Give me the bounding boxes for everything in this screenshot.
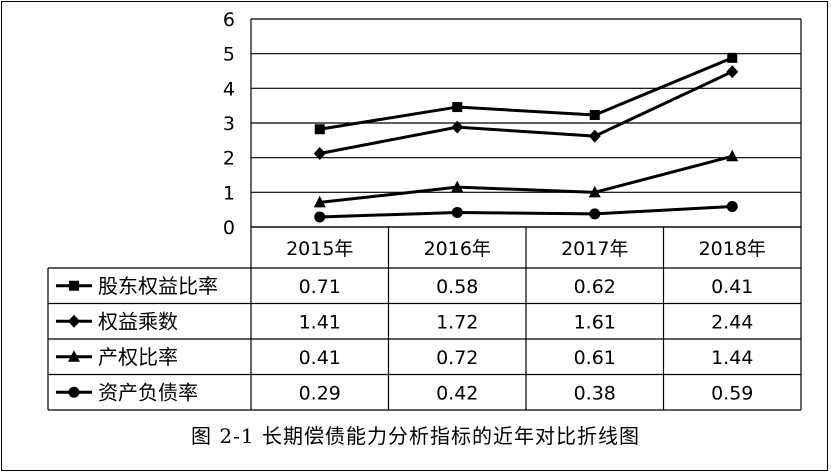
- table-cell-value: 0.72: [436, 347, 478, 369]
- data-point: [726, 149, 739, 162]
- data-point: [314, 124, 325, 135]
- y-tick-label: 0: [223, 217, 235, 239]
- data-point: [314, 211, 326, 223]
- y-tick-label: 5: [223, 44, 235, 66]
- table-cell-value: 1.61: [574, 311, 616, 333]
- data-point: [588, 129, 601, 143]
- data-point: [726, 201, 738, 213]
- data-point: [313, 195, 326, 208]
- series-line: [319, 70, 733, 155]
- table-cell-value: 1.72: [436, 311, 478, 333]
- figure-caption: 图 2-1 长期偿债能力分析指标的近年对比折线图: [191, 424, 640, 448]
- data-point: [588, 185, 601, 198]
- legend-key-marker: [68, 314, 80, 328]
- table-cell-value: 0.42: [436, 382, 478, 404]
- series-line: [319, 154, 733, 204]
- table-cell-value: 1.41: [299, 311, 341, 333]
- x-category-label: 2015年: [286, 238, 353, 260]
- legend-series-name: 资产负债率: [98, 380, 198, 404]
- data-point: [313, 147, 326, 161]
- table-cell-value: 0.41: [299, 347, 341, 369]
- legend-key-marker: [69, 280, 79, 291]
- table-cell-value: 0.62: [574, 276, 616, 298]
- data-point: [451, 206, 463, 218]
- x-category-label: 2017年: [561, 238, 628, 260]
- x-category-label: 2018年: [699, 238, 766, 260]
- data-point: [726, 65, 739, 79]
- data-point: [589, 110, 600, 121]
- table-cell-value: 0.61: [574, 347, 616, 369]
- y-tick-label: 1: [223, 182, 235, 204]
- table-cell-value: 1.44: [711, 347, 753, 369]
- data-point: [451, 180, 464, 193]
- table-cell-value: 0.58: [436, 276, 478, 298]
- legend-key-marker: [68, 386, 80, 398]
- y-tick-label: 4: [223, 78, 235, 100]
- legend-series-name: 股东权益比率: [98, 274, 218, 298]
- y-tick-label: 6: [223, 9, 235, 31]
- table-cell-value: 0.41: [711, 276, 753, 298]
- y-tick-label: 3: [223, 113, 235, 135]
- data-point: [452, 102, 463, 113]
- legend-series-name: 产权比率: [98, 345, 178, 369]
- table-cell-value: 0.29: [299, 382, 341, 404]
- legend-key-marker: [68, 350, 80, 362]
- y-tick-label: 2: [223, 148, 235, 170]
- data-point: [451, 120, 464, 134]
- data-point: [727, 52, 738, 63]
- table-cell-value: 0.38: [574, 382, 616, 404]
- table-cell-value: 0.71: [299, 276, 341, 298]
- series-line: [319, 56, 733, 131]
- legend-series-name: 权益乘数: [98, 309, 178, 333]
- data-point: [589, 208, 601, 220]
- table-cell-value: 0.59: [711, 382, 753, 404]
- series-line: [319, 205, 733, 219]
- x-category-label: 2016年: [424, 238, 491, 260]
- table-cell-value: 2.44: [711, 311, 753, 333]
